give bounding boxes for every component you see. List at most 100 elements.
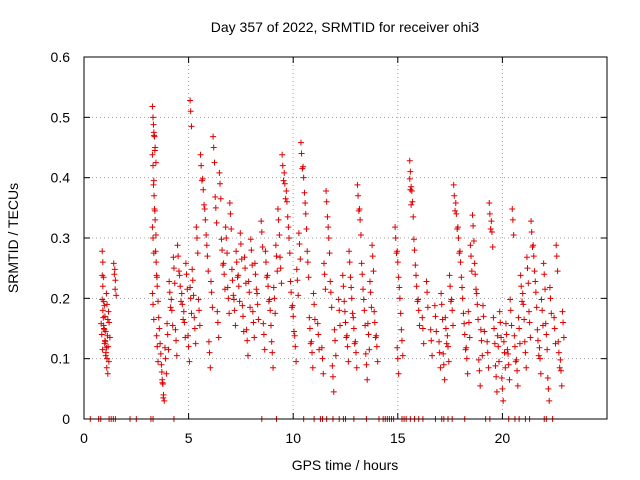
data-point xyxy=(369,242,376,249)
data-point xyxy=(392,224,399,231)
data-point xyxy=(449,322,456,329)
data-point xyxy=(270,284,277,291)
data-point xyxy=(254,301,261,308)
data-point xyxy=(516,340,523,347)
data-point xyxy=(481,328,488,335)
data-point xyxy=(153,259,160,266)
data-point xyxy=(222,224,229,231)
data-point xyxy=(175,253,182,260)
data-point xyxy=(224,284,231,291)
data-point xyxy=(357,216,364,223)
data-point xyxy=(170,254,177,261)
data-point xyxy=(467,242,474,249)
data-point xyxy=(160,391,167,398)
data-point xyxy=(228,225,235,232)
data-point xyxy=(273,253,280,260)
data-point xyxy=(343,332,350,339)
data-point xyxy=(349,310,356,317)
data-point xyxy=(412,262,419,269)
data-point xyxy=(102,338,109,345)
data-point xyxy=(459,295,466,302)
data-point xyxy=(449,307,456,314)
data-point xyxy=(212,193,219,200)
data-point xyxy=(300,163,307,170)
data-point xyxy=(185,343,192,350)
data-point xyxy=(322,286,329,293)
data-point xyxy=(320,370,327,377)
data-point xyxy=(262,248,269,255)
y-tick-label: 0.1 xyxy=(51,351,71,367)
data-point xyxy=(182,260,189,267)
data-point xyxy=(99,248,106,255)
data-point xyxy=(520,301,527,308)
data-point xyxy=(441,376,448,383)
y-axis-label: SRMTID / TECUs xyxy=(5,183,21,293)
data-point xyxy=(315,331,322,338)
data-point xyxy=(248,247,255,254)
data-point xyxy=(368,304,375,311)
data-point xyxy=(360,286,367,293)
data-point xyxy=(348,295,355,302)
data-point xyxy=(508,322,515,329)
data-point xyxy=(217,195,224,202)
data-point xyxy=(112,286,119,293)
data-point xyxy=(466,334,473,341)
data-point xyxy=(500,338,507,345)
data-point xyxy=(324,213,331,220)
data-point xyxy=(205,338,212,345)
data-point xyxy=(197,151,204,158)
data-point xyxy=(479,302,486,309)
data-point xyxy=(471,260,478,267)
data-point xyxy=(258,218,265,225)
data-point xyxy=(477,326,484,333)
data-point xyxy=(309,349,316,356)
data-point xyxy=(171,280,178,287)
x-tick-label: 5 xyxy=(185,430,193,446)
data-point xyxy=(239,302,246,309)
data-point xyxy=(357,231,364,238)
data-point xyxy=(218,236,225,243)
data-point xyxy=(247,304,254,311)
data-point xyxy=(475,356,482,363)
data-point xyxy=(187,284,194,291)
data-point xyxy=(99,259,106,266)
data-point xyxy=(104,332,111,339)
data-point xyxy=(543,331,550,338)
data-point xyxy=(151,133,158,140)
data-point xyxy=(150,114,157,121)
data-point xyxy=(346,259,353,266)
data-point xyxy=(249,308,256,315)
data-point xyxy=(347,274,354,281)
data-point xyxy=(215,334,222,341)
data-point xyxy=(297,256,304,263)
data-point xyxy=(278,280,285,287)
data-point xyxy=(178,298,185,305)
data-point xyxy=(542,286,549,293)
data-point xyxy=(448,296,455,303)
data-point xyxy=(424,289,431,296)
data-point xyxy=(151,192,158,199)
data-point xyxy=(260,320,267,327)
data-point xyxy=(468,268,475,275)
data-point xyxy=(551,314,558,321)
data-point xyxy=(361,307,368,314)
data-point xyxy=(429,352,436,359)
data-point xyxy=(397,310,404,317)
chart-title: Day 357 of 2022, SRMTID for receiver ohi… xyxy=(211,19,480,35)
data-point xyxy=(465,308,472,315)
y-tick-label: 0.3 xyxy=(51,230,71,246)
data-point xyxy=(208,278,215,285)
data-point xyxy=(174,242,181,249)
data-point xyxy=(149,103,156,110)
data-point xyxy=(162,355,169,362)
data-point xyxy=(153,272,160,279)
data-point xyxy=(283,198,290,205)
y-tick-label: 0.2 xyxy=(51,290,71,306)
data-point xyxy=(189,277,196,284)
data-point xyxy=(352,349,359,356)
data-point xyxy=(440,361,447,368)
data-point xyxy=(203,242,210,249)
data-point xyxy=(533,304,540,311)
data-point xyxy=(464,370,471,377)
data-point xyxy=(112,277,119,284)
